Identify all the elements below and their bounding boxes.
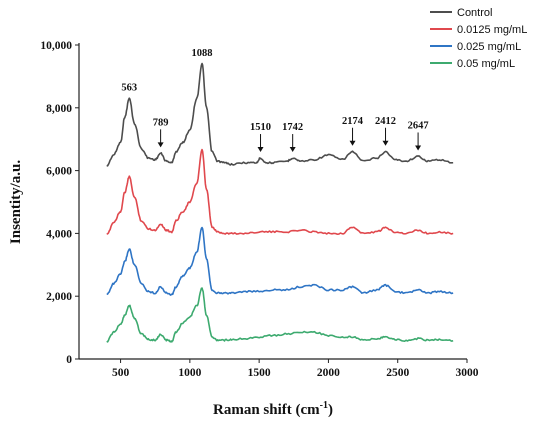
x-tick-label: 500 [112, 367, 130, 379]
peak-label: 563 [121, 82, 137, 93]
peak-label: 2647 [408, 120, 429, 131]
peak-label: 2412 [375, 116, 396, 127]
legend: Control 0.0125 mg/mL 0.025 mg/mL 0.05 mg/mL [430, 7, 527, 70]
legend-label: 0.0125 mg/mL [457, 24, 527, 36]
series-line-0-05-mg-ml [106, 287, 454, 343]
peak-arrow-head [349, 140, 356, 146]
annotation-layer: 563 789 1088 1510 1742 2174 2412 2647 [121, 48, 429, 153]
axes-layer [78, 43, 467, 360]
x-axis-title-main: Raman shift (cm [213, 402, 320, 418]
peak-arrow-head [382, 140, 389, 146]
series-layer [106, 62, 454, 343]
x-tick-label: 1000 [178, 367, 201, 379]
peak-arrow-head [157, 142, 164, 148]
peak-label: 1088 [192, 48, 213, 59]
peak-arrow-head [415, 145, 422, 151]
x-tick-label: 2000 [317, 367, 340, 379]
x-axis-title-sup: -1 [320, 400, 328, 411]
y-tick-label: 4,000 [46, 228, 72, 240]
y-tick-label: 0 [66, 354, 72, 366]
legend-label: 0.05 mg/mL [457, 58, 515, 70]
y-tick-label: 6,000 [46, 166, 72, 178]
x-tick-label: 1500 [248, 367, 271, 379]
tick-layer: 500 1000 1500 2000 2500 3000 0 2,000 4,000 6,000 8… [40, 40, 478, 379]
x-tick-label: 2500 [386, 367, 409, 379]
legend-label: 0.025 mg/mL [457, 41, 521, 53]
y-tick-label: 10,000 [40, 40, 72, 52]
peak-arrow-head [289, 147, 296, 153]
series-line-0-0125-mg-ml [106, 148, 454, 235]
x-axis-title-tail: ) [328, 402, 333, 418]
x-tick-label: 3000 [456, 367, 479, 379]
y-axis-title: Insentity/a.u. [8, 160, 24, 244]
peak-label: 1742 [282, 122, 303, 133]
legend-label: Control [457, 7, 492, 19]
peak-label: 2174 [342, 116, 364, 127]
series-line-control [106, 62, 454, 167]
peak-label: 1510 [250, 122, 271, 133]
peak-label: 789 [153, 117, 169, 128]
y-tick-label: 8,000 [46, 103, 72, 115]
x-axis-title: Raman shift (cm-1) [213, 400, 333, 418]
peak-arrow-head [257, 147, 264, 153]
series-line-0-025-mg-ml [106, 226, 454, 296]
y-tick-label: 2,000 [46, 291, 72, 303]
